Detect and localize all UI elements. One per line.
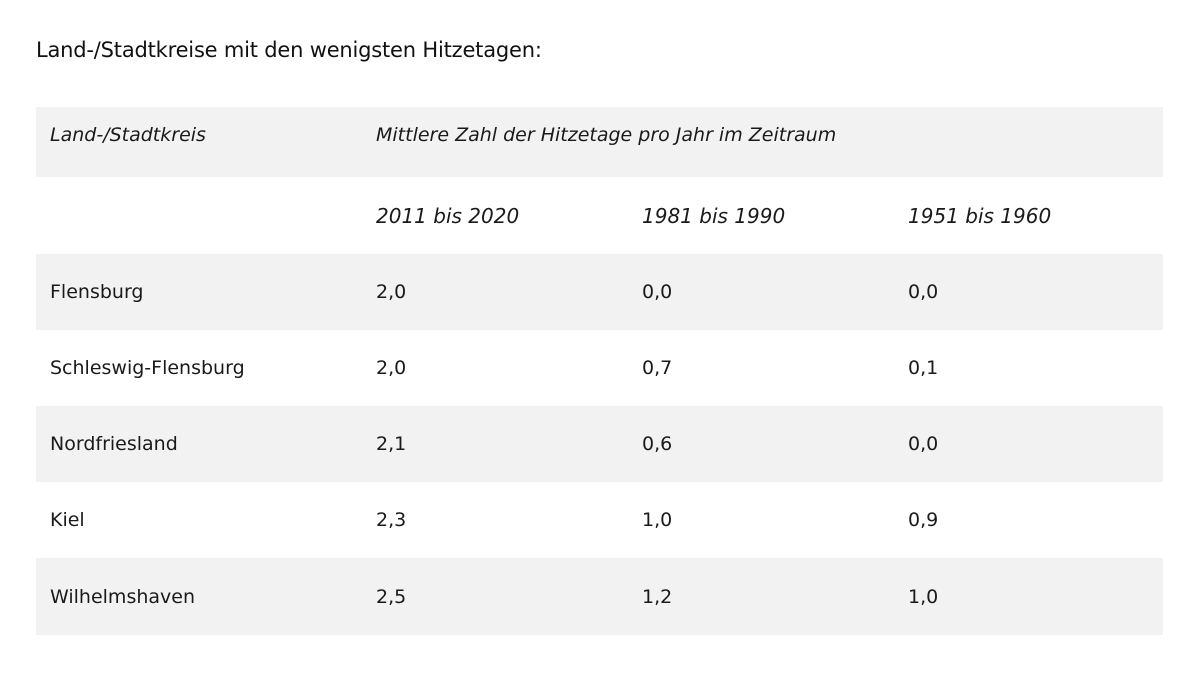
- column-header-group: Mittlere Zahl der Hitzetage pro Jahr im …: [376, 124, 837, 146]
- region-cell: Schleswig-Flensburg: [50, 357, 245, 379]
- value-cell: 2,0: [376, 281, 407, 303]
- table-heading: Land-/Stadtkreise mit den wenigsten Hitz…: [36, 38, 542, 62]
- value-cell: 2,1: [376, 433, 407, 455]
- value-cell: 1,2: [642, 585, 673, 608]
- region-cell: Wilhelmshaven: [50, 585, 196, 608]
- table-row: Kiel 2,3 1,0 0,9: [36, 482, 1164, 558]
- hitzetage-table: Land-/Stadtkreis Mittlere Zahl der Hitze…: [36, 107, 1164, 635]
- column-header-period-1: 2011 bis 2020: [376, 203, 520, 228]
- value-cell: 2,3: [376, 509, 407, 531]
- value-cell: 2,0: [376, 357, 407, 379]
- region-cell: Nordfriesland: [50, 433, 178, 455]
- value-cell: 1,0: [642, 509, 673, 531]
- value-cell: 1,0: [908, 585, 939, 608]
- column-header-empty: [36, 177, 362, 254]
- value-cell: 0,6: [642, 433, 673, 455]
- column-header-period-2: 1981 bis 1990: [642, 203, 786, 228]
- value-cell: 0,0: [908, 281, 939, 303]
- region-cell: Kiel: [50, 509, 85, 531]
- column-header-region: Land-/Stadtkreis: [50, 124, 206, 146]
- value-cell: 0,1: [908, 357, 939, 379]
- value-cell: 0,0: [642, 281, 673, 303]
- value-cell: 2,5: [376, 585, 407, 608]
- table-row: Nordfriesland 2,1 0,6 0,0: [36, 406, 1164, 482]
- table-subheader-row: 2011 bis 2020 1981 bis 1990 1951 bis 196…: [36, 177, 1164, 254]
- table-row: Schleswig-Flensburg 2,0 0,7 0,1: [36, 330, 1164, 406]
- value-cell: 0,0: [908, 433, 939, 455]
- table-row: Flensburg 2,0 0,0 0,0: [36, 254, 1164, 330]
- table-row: Wilhelmshaven 2,5 1,2 1,0: [36, 558, 1164, 635]
- region-cell: Flensburg: [50, 281, 144, 303]
- value-cell: 0,7: [642, 357, 673, 379]
- value-cell: 0,9: [908, 509, 939, 531]
- table-header-row: Land-/Stadtkreis Mittlere Zahl der Hitze…: [36, 107, 1164, 177]
- column-header-period-3: 1951 bis 1960: [908, 203, 1052, 228]
